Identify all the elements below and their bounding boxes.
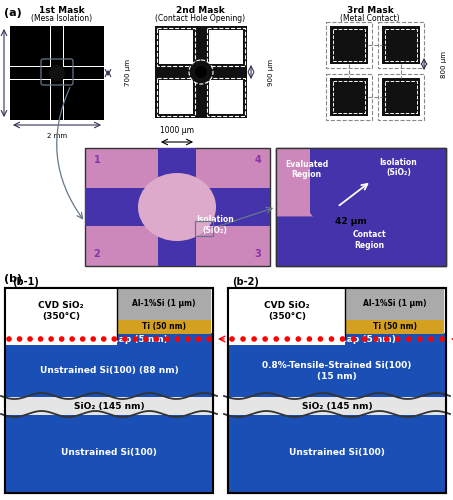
Circle shape [439,336,445,342]
Circle shape [417,336,423,342]
Bar [228,288,446,493]
Bar [157,28,195,66]
Bar [195,221,213,236]
Circle shape [174,336,180,342]
Bar [333,81,365,113]
Bar [330,78,368,116]
Text: Isolation
(SiO₂): Isolation (SiO₂) [196,216,234,234]
Bar [155,26,247,118]
Polygon shape [327,148,446,201]
Circle shape [48,336,54,342]
Text: Unstrained Si(100): Unstrained Si(100) [289,448,385,458]
Bar [229,333,445,345]
Bar [207,78,245,116]
Text: Ti (50 nm): Ti (50 nm) [142,322,186,332]
Bar [159,80,193,114]
Bar [117,289,211,320]
Bar [85,188,270,226]
Text: Undoped Si Cap (5 nm): Undoped Si Cap (5 nm) [51,334,168,344]
Bar [385,29,417,61]
Circle shape [143,336,149,342]
Circle shape [295,336,301,342]
Circle shape [17,336,22,342]
Bar [345,320,444,334]
Bar [385,81,417,113]
Bar [378,74,424,120]
Polygon shape [276,201,446,266]
Circle shape [111,336,117,342]
Circle shape [351,336,357,342]
Text: Al-1%Si (1 μm): Al-1%Si (1 μm) [132,300,196,308]
Text: SiO₂ (145 nm): SiO₂ (145 nm) [74,402,145,410]
Bar [228,288,446,493]
Circle shape [189,60,213,84]
Bar [207,28,245,66]
Bar [326,22,372,68]
Circle shape [80,336,86,342]
Text: 2 mm: 2 mm [47,133,67,139]
Circle shape [133,336,138,342]
Text: 3: 3 [255,249,261,259]
Circle shape [307,336,312,342]
Circle shape [122,336,128,342]
Text: Contact
Region: Contact Region [353,230,386,250]
Circle shape [196,336,201,342]
Text: 2nd Mask: 2nd Mask [176,6,224,15]
Circle shape [329,336,334,342]
Text: 1st Mask: 1st Mask [39,6,85,15]
Bar [64,80,104,120]
Bar [229,397,445,415]
Polygon shape [310,148,446,266]
Text: Isolation
(SiO₂): Isolation (SiO₂) [380,158,417,178]
Bar [6,345,212,397]
Bar [64,26,104,66]
Bar [333,29,365,61]
Circle shape [38,336,43,342]
Text: 1000 μm: 1000 μm [160,126,194,135]
Text: SiO₂ (145 nm): SiO₂ (145 nm) [302,402,372,410]
Bar [85,148,270,266]
Text: 700 μm: 700 μm [125,60,131,86]
Bar [378,22,424,68]
Bar [6,289,117,345]
Bar [276,148,446,266]
Text: (Mesa Isolation): (Mesa Isolation) [31,14,92,23]
Bar [345,289,444,320]
Text: Evaluated
Region: Evaluated Region [285,160,328,180]
Circle shape [49,65,65,81]
Circle shape [154,336,159,342]
Circle shape [27,336,33,342]
Circle shape [384,336,390,342]
Bar [158,148,196,266]
Circle shape [428,336,434,342]
Ellipse shape [138,173,216,241]
Text: Unstrained Si(100) (88 nm): Unstrained Si(100) (88 nm) [39,366,178,376]
Circle shape [262,336,268,342]
Text: Unstrained Si(100): Unstrained Si(100) [61,448,157,458]
Text: (a): (a) [4,8,22,18]
Bar [330,26,368,64]
Bar [157,78,195,116]
Bar [5,288,213,493]
Text: CVD SiO₂
(350°C): CVD SiO₂ (350°C) [38,302,84,320]
Text: (b-2): (b-2) [232,277,259,287]
Text: Ti (50 nm): Ti (50 nm) [373,322,417,332]
Bar [209,30,243,64]
Bar [51,26,63,120]
Bar [326,74,372,120]
Bar [382,78,420,116]
Bar [229,345,445,397]
Bar [117,320,211,334]
Text: 0.8%-Tensile-Strained Si(100)
(15 nm): 0.8%-Tensile-Strained Si(100) (15 nm) [262,362,412,380]
Bar [6,415,212,492]
Circle shape [206,336,212,342]
Text: 2: 2 [94,249,101,259]
Circle shape [240,336,246,342]
Text: 42 μm: 42 μm [335,217,367,226]
Circle shape [284,336,290,342]
Text: 3rd Mask: 3rd Mask [347,6,393,15]
Circle shape [185,336,191,342]
Circle shape [101,336,106,342]
Text: CVD SiO₂
(350°C): CVD SiO₂ (350°C) [264,302,310,320]
Circle shape [195,66,207,78]
